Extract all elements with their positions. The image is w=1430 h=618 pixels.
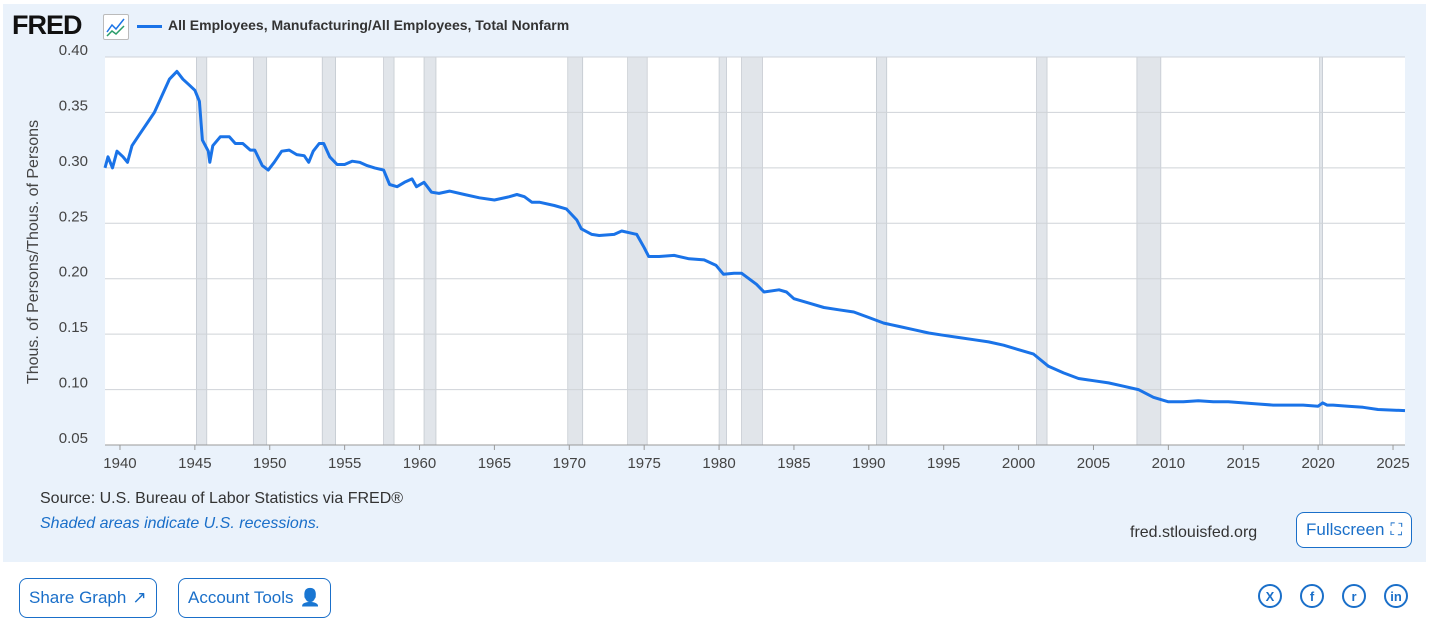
source-text: Source: U.S. Bureau of Labor Statistics … — [40, 490, 404, 507]
y-tick-label: 0.35 — [59, 97, 88, 114]
x-tick-label: 2005 — [1077, 455, 1110, 472]
recession-band — [1136, 56, 1162, 446]
recession-band — [876, 56, 888, 446]
y-tick-label: 0.25 — [59, 208, 88, 225]
x-tick-label: 1965 — [478, 455, 511, 472]
recession-note: Shaded areas indicate U.S. recessions. — [40, 515, 321, 532]
x-tick-label: 1955 — [328, 455, 361, 472]
legend-label: All Employees, Manufacturing/All Employe… — [168, 17, 570, 33]
x-tick-label: 1945 — [178, 455, 211, 472]
site-link[interactable]: fred.stlouisfed.org — [1130, 524, 1258, 541]
x-tick-label: 1980 — [702, 455, 735, 472]
recession-band — [321, 56, 336, 446]
x-tick-label: 1970 — [553, 455, 586, 472]
series-line — [103, 69, 1406, 413]
x-tick-label: 1950 — [253, 455, 286, 472]
recession-band — [718, 56, 727, 446]
reddit-share-icon[interactable]: r — [1342, 584, 1366, 608]
share-icon: ↗ — [132, 588, 147, 607]
x-tick-label: 2025 — [1376, 455, 1409, 472]
y-tick-label: 0.20 — [59, 264, 88, 281]
share-label: Share Graph — [29, 588, 127, 607]
x-tick-label: 1960 — [403, 455, 436, 472]
recession-band — [423, 56, 437, 446]
x-tick-label: 1990 — [852, 455, 885, 472]
y-tick-label: 0.10 — [59, 375, 88, 392]
account-tools-button[interactable]: Account Tools 👤 — [178, 578, 331, 618]
x-tick-label: 2000 — [1002, 455, 1035, 472]
line-chart[interactable]: 0.05 0.10 0.15 0.20 0.25 0.30 0.35 0.40 1940 1945… — [0, 0, 1430, 480]
recession-band — [252, 56, 268, 446]
recession-band — [1319, 56, 1323, 446]
x-tick-label: 2020 — [1301, 455, 1334, 472]
x-tick-label: 1940 — [103, 455, 136, 472]
y-tick-label: 0.40 — [59, 42, 88, 59]
fullscreen-button[interactable]: Fullscreen ⛶ — [1296, 512, 1413, 548]
y-axis-label: Thous. of Persons/Thous. of Persons — [25, 120, 42, 384]
x-tick-label: 2015 — [1227, 455, 1260, 472]
recession-band — [741, 56, 763, 446]
y-tick-label: 0.05 — [59, 430, 88, 447]
legend-swatch — [137, 25, 162, 28]
x-tick-label: 1975 — [627, 455, 660, 472]
x-tick-label: 1995 — [927, 455, 960, 472]
account-label: Account Tools — [188, 588, 294, 607]
x-tick-label: 2010 — [1152, 455, 1185, 472]
y-tick-label: 0.15 — [59, 319, 88, 336]
x-tick-label: 1985 — [777, 455, 810, 472]
fullscreen-label: Fullscreen — [1306, 520, 1385, 539]
user-gear-icon: 👤 — [299, 588, 321, 607]
x-share-icon[interactable]: X — [1258, 584, 1282, 608]
y-tick-label: 0.30 — [59, 153, 88, 170]
fred-logo[interactable]: FRED — [12, 10, 82, 40]
chart-icon — [103, 14, 129, 40]
recession-band — [567, 56, 584, 446]
expand-icon: ⛶ — [1390, 520, 1403, 539]
share-graph-button[interactable]: Share Graph ↗ — [19, 578, 157, 618]
facebook-share-icon[interactable]: f — [1300, 584, 1324, 608]
linkedin-share-icon[interactable]: in — [1384, 584, 1408, 608]
recession-band — [1036, 56, 1048, 446]
recession-band — [383, 56, 395, 446]
